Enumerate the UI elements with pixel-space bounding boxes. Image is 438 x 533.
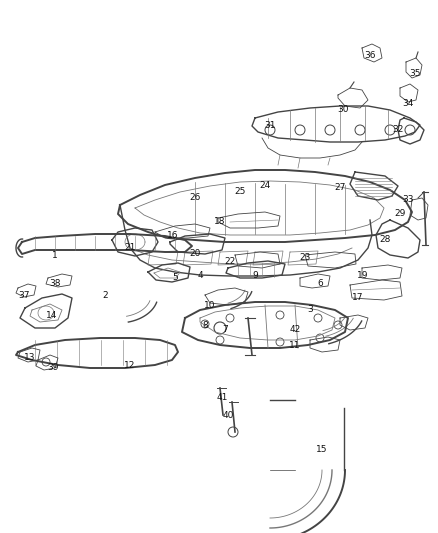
Text: 13: 13 — [24, 353, 36, 362]
Text: 23: 23 — [299, 254, 311, 262]
Text: 38: 38 — [49, 279, 61, 287]
Text: 28: 28 — [379, 236, 391, 245]
Text: 15: 15 — [316, 446, 328, 455]
Text: 33: 33 — [402, 196, 414, 205]
Text: 25: 25 — [234, 188, 246, 197]
Text: 2: 2 — [102, 290, 108, 300]
Text: 8: 8 — [202, 320, 208, 329]
Text: 41: 41 — [216, 393, 228, 402]
Text: 37: 37 — [18, 290, 30, 300]
Text: 26: 26 — [189, 193, 201, 203]
Text: 32: 32 — [392, 125, 404, 134]
Text: 31: 31 — [264, 120, 276, 130]
Text: 5: 5 — [172, 273, 178, 282]
Text: 17: 17 — [352, 294, 364, 303]
Text: 11: 11 — [289, 341, 301, 350]
Text: 6: 6 — [317, 279, 323, 287]
Text: 34: 34 — [403, 99, 413, 108]
Text: 19: 19 — [357, 271, 369, 279]
Text: 18: 18 — [214, 217, 226, 227]
Text: 29: 29 — [394, 208, 406, 217]
Text: 24: 24 — [259, 181, 271, 190]
Text: 27: 27 — [334, 183, 346, 192]
Text: 12: 12 — [124, 360, 136, 369]
Text: 20: 20 — [189, 248, 201, 257]
Text: 1: 1 — [52, 251, 58, 260]
Text: 16: 16 — [167, 230, 179, 239]
Text: 39: 39 — [47, 364, 59, 373]
Text: 40: 40 — [223, 410, 234, 419]
Text: 21: 21 — [124, 244, 136, 253]
Text: 36: 36 — [364, 51, 376, 60]
Text: 30: 30 — [337, 106, 349, 115]
Text: 22: 22 — [224, 257, 236, 266]
Text: 9: 9 — [252, 271, 258, 279]
Text: 4: 4 — [197, 271, 203, 279]
Text: 7: 7 — [222, 326, 228, 335]
Text: 35: 35 — [409, 69, 421, 77]
Text: 14: 14 — [46, 311, 58, 320]
Text: 3: 3 — [307, 305, 313, 314]
Text: 42: 42 — [290, 326, 300, 335]
Text: 10: 10 — [204, 301, 216, 310]
